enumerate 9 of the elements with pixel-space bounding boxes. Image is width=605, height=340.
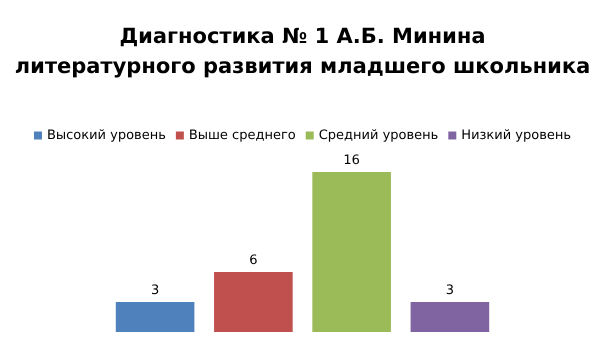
data-label: 3 bbox=[150, 283, 160, 298]
data-label: 16 bbox=[343, 153, 360, 168]
legend-label: Выше среднего bbox=[188, 128, 296, 143]
legend-label: Высокий уровень bbox=[46, 128, 166, 143]
data-label: 6 bbox=[249, 253, 258, 268]
chart-title: Диагностика № 1 А.Б. Минина литературного развития младшего школьника bbox=[14, 24, 590, 78]
legend-label: Средний уровень bbox=[318, 128, 438, 143]
legend-label: Низкий уровень bbox=[461, 128, 572, 143]
data-label: 3 bbox=[446, 283, 454, 298]
